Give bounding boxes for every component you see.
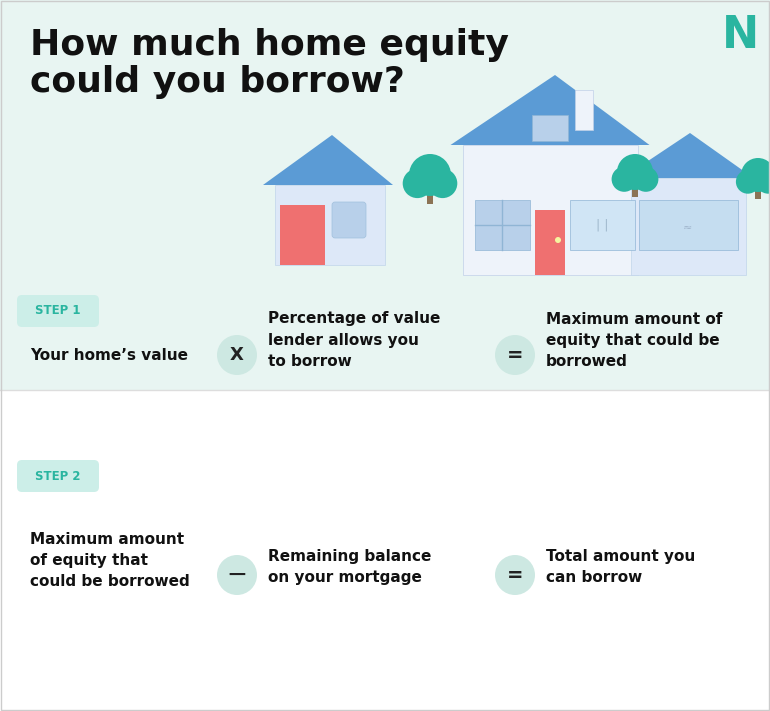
FancyBboxPatch shape xyxy=(463,145,638,275)
Circle shape xyxy=(403,169,432,198)
Circle shape xyxy=(217,335,257,375)
FancyBboxPatch shape xyxy=(755,183,761,199)
Circle shape xyxy=(428,169,457,198)
FancyBboxPatch shape xyxy=(280,205,325,265)
Polygon shape xyxy=(0,0,770,345)
Text: STEP 2: STEP 2 xyxy=(35,469,81,483)
FancyBboxPatch shape xyxy=(0,390,770,711)
FancyBboxPatch shape xyxy=(570,200,635,250)
Circle shape xyxy=(617,154,653,190)
FancyBboxPatch shape xyxy=(532,115,568,141)
Circle shape xyxy=(633,166,658,192)
Text: Maximum amount
of equity that
could be borrowed: Maximum amount of equity that could be b… xyxy=(30,532,189,589)
Polygon shape xyxy=(622,133,754,178)
Text: −: − xyxy=(226,563,247,587)
FancyBboxPatch shape xyxy=(575,90,593,130)
FancyBboxPatch shape xyxy=(632,181,638,197)
Text: =: = xyxy=(507,565,524,584)
FancyBboxPatch shape xyxy=(0,0,770,395)
Text: N: N xyxy=(721,14,758,56)
FancyBboxPatch shape xyxy=(535,210,565,275)
Text: X: X xyxy=(230,346,244,364)
Circle shape xyxy=(495,555,535,595)
FancyBboxPatch shape xyxy=(332,202,366,238)
Text: could you borrow?: could you borrow? xyxy=(30,65,405,99)
Circle shape xyxy=(555,237,561,243)
Text: Percentage of value
lender allows you
to borrow: Percentage of value lender allows you to… xyxy=(268,311,440,368)
Text: How much home equity: How much home equity xyxy=(30,28,509,62)
Polygon shape xyxy=(450,75,650,145)
Circle shape xyxy=(217,555,257,595)
Circle shape xyxy=(736,170,760,193)
FancyBboxPatch shape xyxy=(17,295,99,327)
Text: STEP 1: STEP 1 xyxy=(35,304,81,318)
FancyBboxPatch shape xyxy=(631,178,745,275)
FancyBboxPatch shape xyxy=(638,200,738,250)
Circle shape xyxy=(756,170,770,193)
Text: ≈: ≈ xyxy=(683,223,693,233)
Text: Total amount you
can borrow: Total amount you can borrow xyxy=(546,549,695,585)
Polygon shape xyxy=(263,135,393,185)
FancyBboxPatch shape xyxy=(427,186,434,204)
Text: =: = xyxy=(507,346,524,365)
FancyBboxPatch shape xyxy=(275,185,385,265)
Text: | |: | | xyxy=(596,218,608,232)
Text: Remaining balance
on your mortgage: Remaining balance on your mortgage xyxy=(268,549,431,585)
Circle shape xyxy=(611,166,637,192)
FancyBboxPatch shape xyxy=(17,460,99,492)
Circle shape xyxy=(409,154,451,196)
Circle shape xyxy=(741,158,770,192)
Text: Maximum amount of
equity that could be
borrowed: Maximum amount of equity that could be b… xyxy=(546,311,722,368)
Text: Your home’s value: Your home’s value xyxy=(30,348,188,363)
Circle shape xyxy=(495,335,535,375)
FancyBboxPatch shape xyxy=(474,200,530,250)
